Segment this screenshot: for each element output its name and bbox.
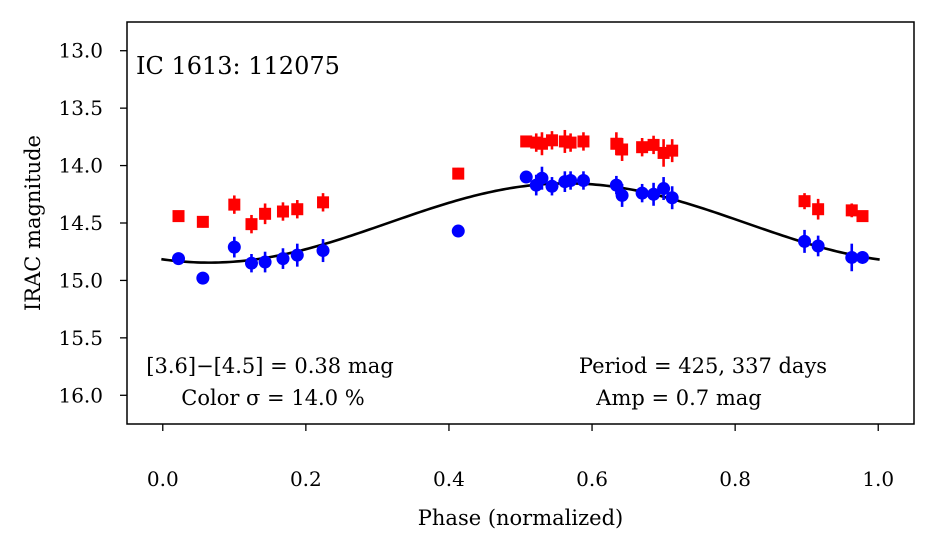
data-point-square bbox=[317, 196, 330, 209]
data-point-square bbox=[452, 167, 465, 180]
axis-tick-labels: 0.0 0.2 0.4 0.6 0.8 1.0 13.0 13.5 14.0 14.5 15.0 15… bbox=[58, 39, 894, 491]
data-point-circle bbox=[244, 256, 258, 270]
data-point-square bbox=[196, 215, 209, 228]
data-point-circle bbox=[657, 182, 671, 196]
y-tick-label: 15.0 bbox=[58, 268, 103, 292]
x-tick-label: 0.2 bbox=[290, 467, 322, 491]
x-tick-label: 0.4 bbox=[433, 467, 465, 491]
data-point-circle bbox=[609, 178, 623, 192]
data-point-circle bbox=[811, 239, 825, 253]
data-series-layer bbox=[172, 129, 869, 285]
data-point-circle bbox=[316, 244, 330, 258]
data-point-square bbox=[636, 141, 649, 154]
y-tick-label: 16.0 bbox=[58, 383, 103, 407]
data-point-square bbox=[535, 137, 548, 150]
y-tick-label: 13.0 bbox=[58, 39, 103, 63]
data-point-circle bbox=[290, 248, 304, 262]
data-point-circle bbox=[798, 234, 812, 248]
data-point-circle bbox=[564, 174, 578, 188]
y-tick-label: 15.5 bbox=[58, 326, 103, 350]
data-point-circle bbox=[576, 174, 590, 188]
data-point-circle bbox=[196, 271, 210, 285]
data-point-circle bbox=[845, 250, 859, 264]
x-tick-label: 0.8 bbox=[719, 467, 751, 491]
x-axis-label: Phase (normalized) bbox=[418, 506, 623, 530]
data-point-square bbox=[564, 136, 577, 149]
data-point-square bbox=[577, 135, 590, 148]
y-tick-label: 14.0 bbox=[58, 154, 103, 178]
x-tick-label: 0.6 bbox=[576, 467, 608, 491]
period-annotation: Period = 425, 337 days bbox=[579, 354, 827, 378]
amplitude-annotation: Amp = 0.7 mag bbox=[595, 386, 761, 410]
data-point-circle bbox=[276, 252, 290, 266]
data-point-square bbox=[259, 207, 272, 220]
series-red-squares bbox=[172, 129, 869, 234]
data-point-circle bbox=[258, 255, 272, 269]
data-point-circle bbox=[535, 171, 549, 185]
data-point-square bbox=[798, 195, 811, 208]
data-point-circle bbox=[172, 252, 186, 266]
y-tick-label: 14.5 bbox=[58, 211, 103, 235]
color-annotation: [3.6]−[4.5] = 0.38 mag bbox=[146, 354, 393, 378]
data-point-square bbox=[545, 134, 558, 147]
data-point-circle bbox=[451, 224, 465, 238]
axis-ticks bbox=[120, 50, 879, 431]
data-point-circle bbox=[545, 179, 559, 193]
model-curve-layer bbox=[161, 182, 880, 264]
data-point-square bbox=[228, 198, 241, 211]
y-tick-label: 13.5 bbox=[58, 96, 103, 120]
data-point-circle bbox=[519, 170, 533, 184]
data-point-square bbox=[812, 203, 825, 216]
chart-title: IC 1613: 112075 bbox=[136, 52, 340, 80]
data-point-square bbox=[647, 138, 660, 151]
data-point-circle bbox=[227, 240, 241, 254]
color-sigma-annotation: Color σ = 14.0 % bbox=[181, 386, 364, 410]
data-point-circle bbox=[855, 250, 869, 264]
data-point-square bbox=[172, 210, 185, 223]
data-point-square bbox=[616, 143, 629, 156]
data-point-square bbox=[856, 210, 869, 223]
y-axis-label: IRAC magnitude bbox=[21, 135, 45, 311]
x-tick-label: 1.0 bbox=[862, 467, 894, 491]
data-point-square bbox=[245, 218, 258, 231]
series-blue-circles bbox=[172, 166, 869, 285]
data-point-circle bbox=[647, 187, 661, 201]
data-point-circle bbox=[635, 186, 649, 200]
data-point-square bbox=[520, 135, 533, 148]
x-tick-label: 0.0 bbox=[147, 467, 179, 491]
data-point-circle bbox=[615, 188, 629, 202]
model-curve bbox=[161, 182, 880, 264]
data-point-square bbox=[845, 204, 858, 217]
data-point-circle bbox=[665, 191, 679, 205]
data-point-square bbox=[276, 205, 289, 218]
data-point-square bbox=[291, 203, 304, 216]
data-point-square bbox=[666, 144, 679, 157]
